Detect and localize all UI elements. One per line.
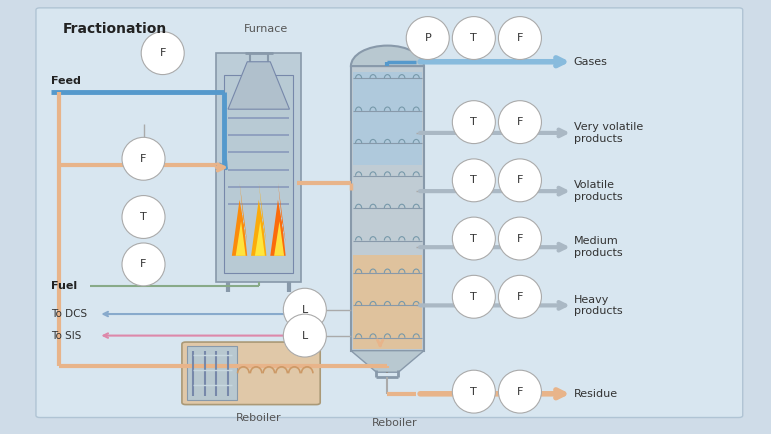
Wedge shape: [351, 46, 424, 66]
Text: Residue: Residue: [574, 389, 618, 399]
Text: To SIS: To SIS: [52, 331, 82, 341]
Text: Reboiler: Reboiler: [236, 413, 281, 423]
Bar: [187, 346, 237, 400]
Ellipse shape: [453, 101, 495, 144]
Bar: [224, 75, 293, 273]
Bar: [353, 255, 422, 349]
Text: F: F: [140, 260, 146, 270]
Text: L: L: [301, 305, 308, 315]
Text: T: T: [470, 233, 477, 243]
Text: F: F: [517, 233, 524, 243]
Polygon shape: [274, 221, 284, 256]
Ellipse shape: [283, 314, 326, 357]
Polygon shape: [228, 62, 289, 109]
Text: T: T: [140, 212, 147, 222]
Text: F: F: [517, 33, 524, 43]
Polygon shape: [351, 351, 424, 372]
Text: Fractionation: Fractionation: [63, 23, 167, 36]
Bar: [353, 72, 422, 165]
Text: F: F: [517, 175, 524, 185]
Text: T: T: [470, 292, 477, 302]
Ellipse shape: [406, 16, 449, 59]
Ellipse shape: [453, 16, 495, 59]
Text: P: P: [424, 33, 431, 43]
Ellipse shape: [453, 370, 495, 413]
Text: Heavy
products: Heavy products: [574, 295, 622, 316]
Text: T: T: [470, 175, 477, 185]
Ellipse shape: [498, 101, 541, 144]
Text: Gases: Gases: [574, 57, 608, 67]
Ellipse shape: [453, 217, 495, 260]
Text: T: T: [470, 387, 477, 397]
Polygon shape: [271, 183, 285, 256]
Text: F: F: [517, 117, 524, 127]
Polygon shape: [255, 221, 265, 256]
Text: L: L: [301, 331, 308, 341]
Ellipse shape: [498, 16, 541, 59]
Ellipse shape: [498, 275, 541, 318]
FancyBboxPatch shape: [217, 53, 301, 282]
Ellipse shape: [141, 32, 184, 75]
Ellipse shape: [122, 243, 165, 286]
Text: Feed: Feed: [52, 76, 81, 86]
Text: F: F: [160, 48, 166, 58]
Ellipse shape: [498, 217, 541, 260]
Polygon shape: [232, 183, 247, 256]
Text: Fuel: Fuel: [52, 281, 77, 291]
Polygon shape: [251, 183, 267, 256]
Text: Furnace: Furnace: [244, 24, 288, 34]
Ellipse shape: [453, 275, 495, 318]
Text: Volatile
products: Volatile products: [574, 180, 622, 202]
FancyBboxPatch shape: [182, 342, 320, 404]
Text: F: F: [517, 292, 524, 302]
Text: To DCS: To DCS: [52, 309, 87, 319]
Ellipse shape: [283, 288, 326, 331]
Text: Very volatile
products: Very volatile products: [574, 122, 643, 144]
Text: T: T: [470, 33, 477, 43]
Polygon shape: [236, 221, 246, 256]
Ellipse shape: [498, 370, 541, 413]
Text: Reboiler: Reboiler: [372, 418, 418, 427]
Ellipse shape: [122, 137, 165, 180]
Text: T: T: [470, 117, 477, 127]
Ellipse shape: [453, 159, 495, 202]
Text: F: F: [140, 154, 146, 164]
Text: F: F: [517, 387, 524, 397]
Text: Medium
products: Medium products: [574, 237, 622, 258]
Bar: [351, 66, 424, 351]
Ellipse shape: [498, 159, 541, 202]
FancyBboxPatch shape: [36, 8, 742, 418]
Ellipse shape: [122, 196, 165, 238]
